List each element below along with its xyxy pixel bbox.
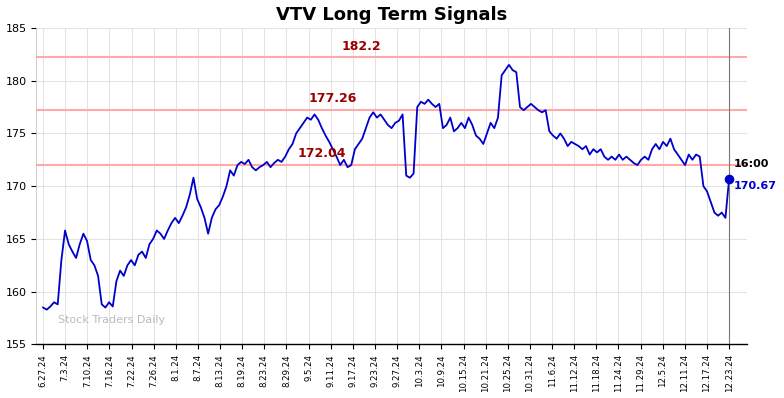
- Text: 177.26: 177.26: [309, 92, 357, 105]
- Text: 170.67: 170.67: [734, 181, 776, 191]
- Text: 172.04: 172.04: [298, 147, 346, 160]
- Text: 16:00: 16:00: [734, 158, 769, 169]
- Point: [723, 176, 735, 182]
- Title: VTV Long Term Signals: VTV Long Term Signals: [276, 6, 507, 23]
- Text: Stock Traders Daily: Stock Traders Daily: [58, 316, 165, 326]
- Text: 182.2: 182.2: [342, 40, 382, 53]
